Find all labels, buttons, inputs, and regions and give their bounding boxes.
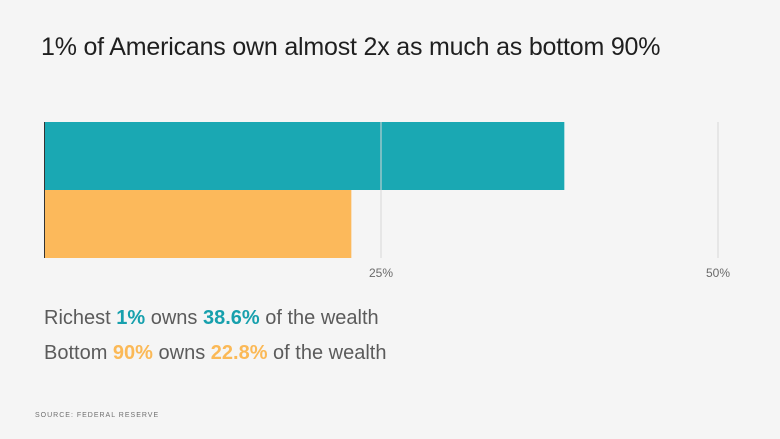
legend-richest-share: 38.6% [202,307,260,329]
legend-richest-prefix: Richest [44,307,117,329]
legend-richest-suffix: of the wealth [259,307,379,329]
legend-bottom-suffix: of the wealth [267,342,387,364]
legend-bottom-group: 90% [112,342,153,364]
x-tick-label-50: 50% [706,266,730,280]
bar-richest-1 [44,122,565,190]
chart-title: 1% of Americans own almost 2x as much as… [41,33,661,61]
legend-bottom: Bottom 90% owns 22.8% of the wealth [44,342,386,365]
legend-bottom-share: 22.8% [210,342,268,364]
source-note: SOURCE: FEDERAL RESERVE [35,412,160,419]
legend-richest-group: 1% [116,307,146,329]
legend-bottom-mid: owns [152,342,211,364]
x-tick-label-25: 25% [369,266,393,280]
legend-bottom-prefix: Bottom [44,342,113,364]
legend-richest: Richest 1% owns 38.6% of the wealth [44,307,379,330]
bar-chart: 25% 50% [44,122,730,280]
bar-bottom-90 [44,190,352,258]
legend-richest-mid: owns [145,307,203,329]
